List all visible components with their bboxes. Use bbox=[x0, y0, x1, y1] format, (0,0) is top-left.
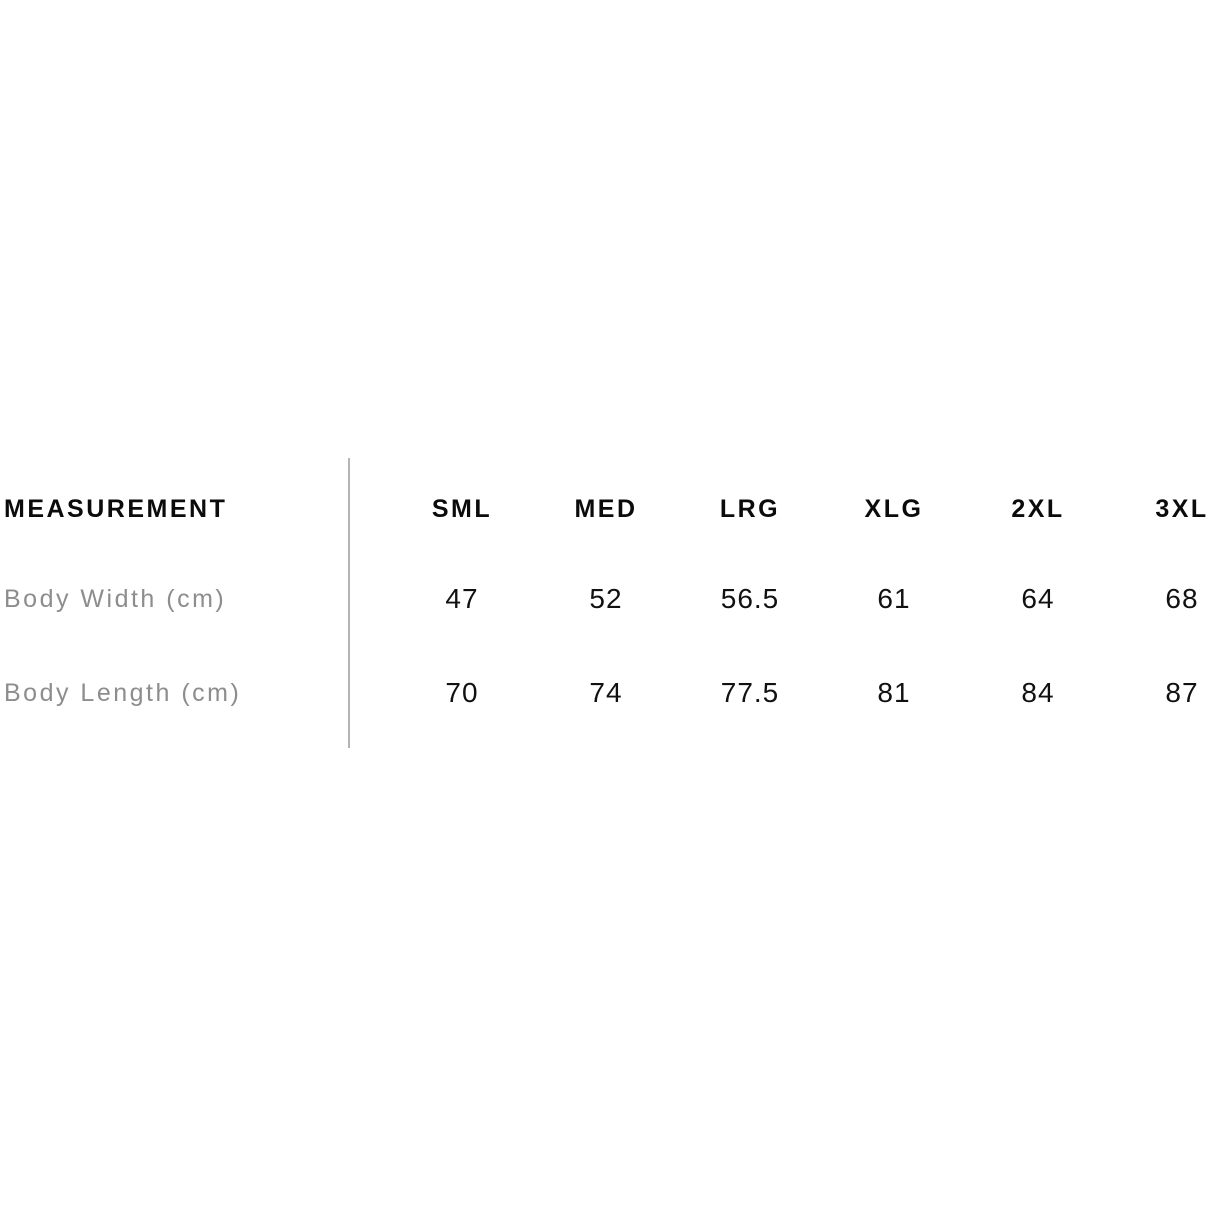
size-header-lrg: LRG bbox=[719, 495, 781, 523]
size-header-sml: SML bbox=[431, 495, 493, 523]
body-width-value-3xl: 68 bbox=[1165, 583, 1199, 614]
body-length-value-med: 74 bbox=[589, 677, 623, 708]
body-length-value-2xl: 84 bbox=[1021, 677, 1055, 708]
size-header-xlg: XLG bbox=[864, 495, 924, 523]
body-width-value-med: 52 bbox=[589, 583, 623, 614]
body-width-label: Body Width (cm) bbox=[4, 585, 227, 613]
size-chart-header-row: MEASUREMENT SML MED LRG XLG 2XL 3XL bbox=[0, 494, 1208, 524]
body-length-value-lrg: 77.5 bbox=[720, 677, 780, 708]
size-header-med: MED bbox=[574, 495, 638, 523]
size-header-3xl: 3XL bbox=[1155, 495, 1208, 523]
body-width-value-2xl: 64 bbox=[1021, 583, 1055, 614]
size-header-2xl: 2XL bbox=[1011, 495, 1065, 523]
body-length-row: Body Length (cm) 70 74 77.5 81 84 87 bbox=[0, 678, 1208, 708]
body-width-value-sml: 47 bbox=[445, 583, 479, 614]
body-length-label: Body Length (cm) bbox=[4, 679, 242, 707]
body-width-row: Body Width (cm) 47 52 56.5 61 64 68 bbox=[0, 584, 1208, 614]
measurement-column-header: MEASUREMENT bbox=[4, 495, 228, 523]
body-length-value-3xl: 87 bbox=[1165, 677, 1199, 708]
vertical-divider bbox=[348, 458, 350, 748]
body-width-value-xlg: 61 bbox=[877, 583, 911, 614]
body-length-value-sml: 70 bbox=[445, 677, 479, 708]
body-length-value-xlg: 81 bbox=[877, 677, 911, 708]
body-width-value-lrg: 56.5 bbox=[720, 583, 780, 614]
